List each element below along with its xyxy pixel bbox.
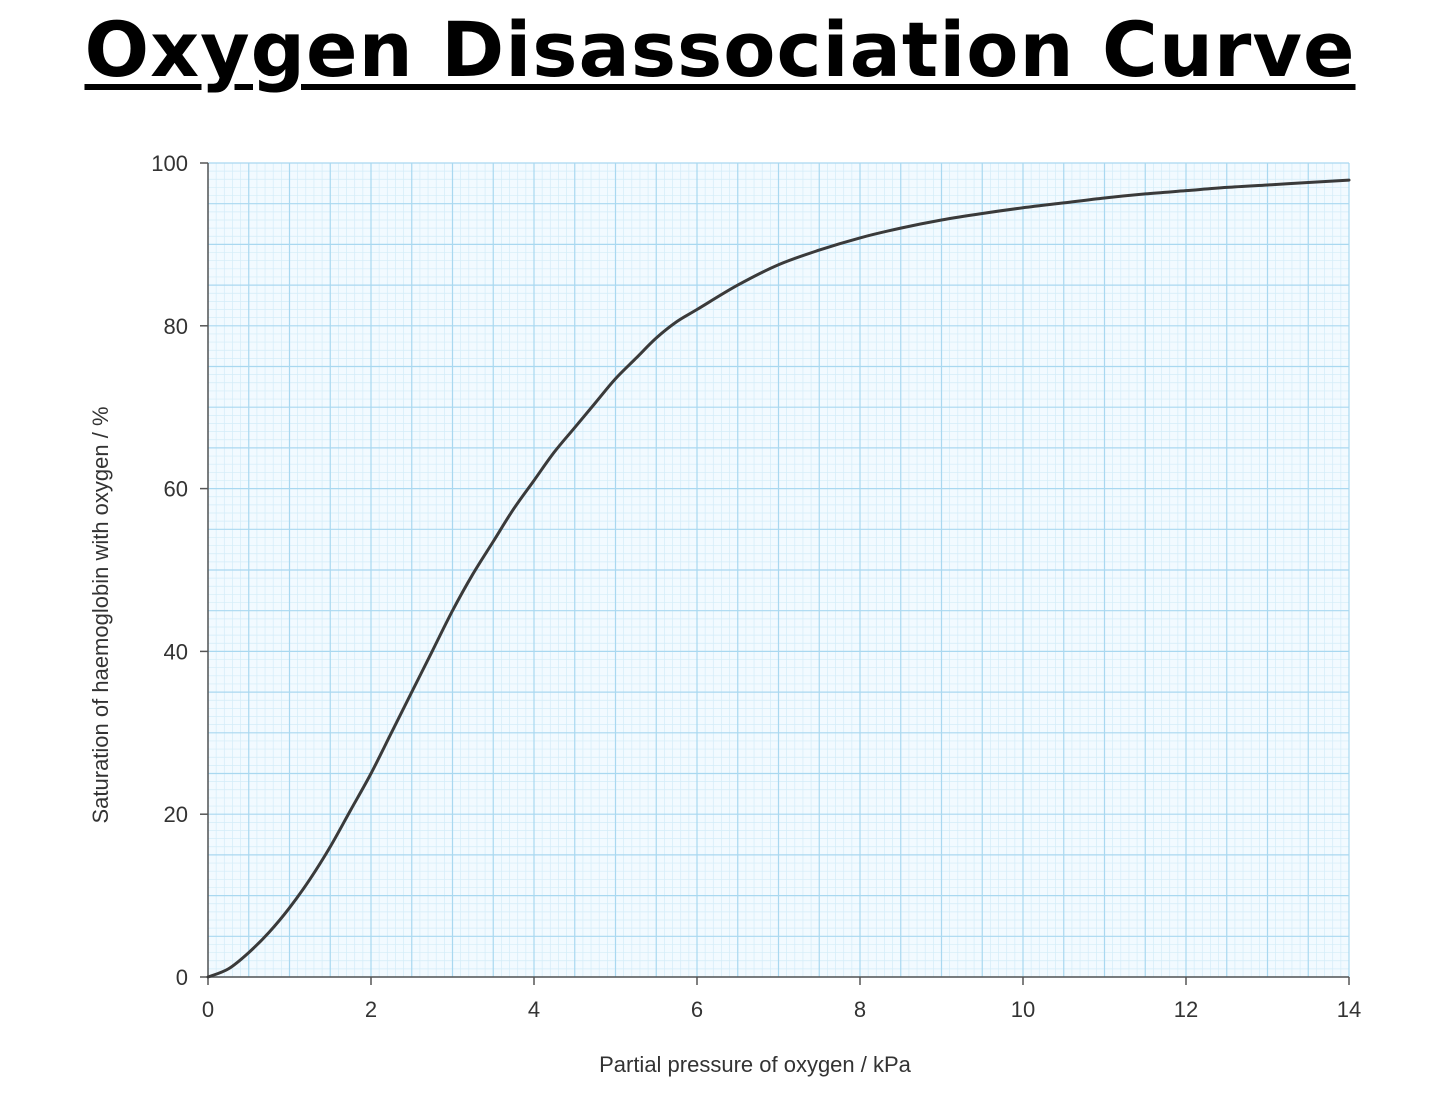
y-tick-label: 40 xyxy=(164,639,188,664)
x-tick-label: 14 xyxy=(1337,997,1361,1022)
y-axis-ticks: 0 20 40 60 80 100 xyxy=(151,151,208,990)
y-tick-label: 80 xyxy=(164,314,188,339)
y-tick-label: 20 xyxy=(164,802,188,827)
y-tick-label: 100 xyxy=(151,151,188,176)
y-tick-label: 0 xyxy=(176,965,188,990)
grid-major xyxy=(207,162,1350,978)
axes xyxy=(207,163,1349,978)
x-tick-label: 6 xyxy=(691,997,703,1022)
x-axis-label: Partial pressure of oxygen / kPa xyxy=(599,1052,912,1077)
x-tick-label: 2 xyxy=(365,997,377,1022)
x-tick-label: 10 xyxy=(1011,997,1035,1022)
x-tick-label: 12 xyxy=(1174,997,1198,1022)
chart-title: Oxygen Disassociation Curve xyxy=(84,5,1356,94)
x-tick-label: 8 xyxy=(854,997,866,1022)
y-tick-label: 60 xyxy=(164,477,188,502)
y-axis-label: Saturation of haemoglobin with oxygen / … xyxy=(88,406,113,823)
dissociation-curve xyxy=(206,178,1351,979)
x-tick-label: 0 xyxy=(202,997,214,1022)
x-tick-label: 4 xyxy=(528,997,540,1022)
x-axis-ticks: 0 2 4 6 8 10 12 14 xyxy=(202,977,1361,1022)
